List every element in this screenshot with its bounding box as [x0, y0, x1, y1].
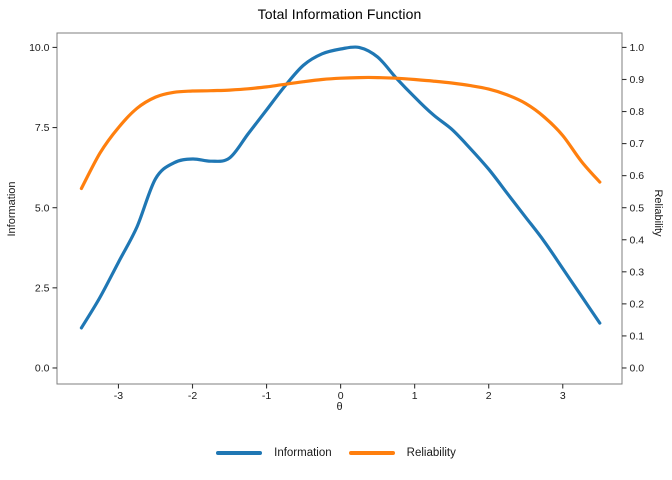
legend-label-information: Information [274, 447, 332, 459]
information-line [79, 45, 602, 330]
y-right-tick-label: 0.5 [630, 202, 645, 214]
x-tick-label: 0 [338, 390, 344, 402]
plot-panel-border [56, 32, 623, 385]
x-tick-label: -1 [262, 390, 271, 402]
legend-item-reliability: Reliability [348, 447, 456, 459]
y-right-tick-label: 0.0 [630, 363, 645, 375]
y-axis-right-label: Reliability [652, 189, 664, 237]
y-axis-left-label: Information [6, 181, 18, 237]
x-tick-label: 3 [560, 390, 566, 402]
legend: Information Reliability [0, 444, 672, 462]
information-line-key [216, 451, 263, 455]
y-right-tick-label: 0.7 [630, 138, 645, 150]
x-axis-label: θ [336, 401, 343, 413]
y-left-tick-label: 5.0 [35, 202, 50, 214]
y-right-tick-label: 0.2 [630, 298, 645, 310]
y-left-tick-label: 7.5 [35, 122, 50, 134]
y-right-tick-label: 0.8 [630, 106, 645, 118]
y-right-tick-label: 0.6 [630, 170, 645, 182]
legend-label-reliability: Reliability [406, 447, 456, 459]
x-tick-label: 1 [412, 390, 418, 402]
legend-item-information: Information [216, 447, 332, 459]
x-tick-label: 2 [486, 390, 492, 402]
x-tick-label: -3 [114, 390, 123, 402]
y-right-tick-label: 0.4 [630, 234, 645, 246]
reliability-line [79, 75, 602, 191]
y-right-tick-label: 0.1 [630, 331, 645, 343]
y-left-tick-label: 10.0 [29, 42, 50, 54]
reliability-line-key [348, 451, 395, 455]
y-left-tick-label: 2.5 [35, 282, 50, 294]
y-right-tick-label: 0.3 [630, 266, 645, 278]
chart-title: Total Information Function [257, 6, 422, 22]
y-right-tick-label: 1.0 [630, 42, 645, 54]
x-tick-label: -2 [188, 390, 197, 402]
y-right-tick-label: 0.9 [630, 74, 645, 86]
y-left-tick-label: 0.0 [35, 363, 50, 375]
